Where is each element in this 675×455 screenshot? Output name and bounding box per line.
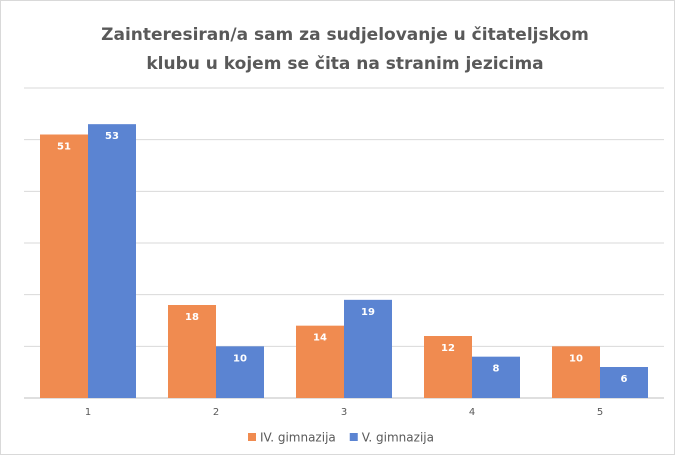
bar bbox=[344, 299, 392, 398]
legend-label: V. gimnazija bbox=[362, 431, 434, 445]
data-label: 12 bbox=[441, 343, 455, 354]
data-label: 53 bbox=[105, 131, 119, 142]
data-label: 14 bbox=[313, 333, 327, 344]
bar bbox=[424, 336, 472, 398]
data-label: 10 bbox=[233, 353, 247, 364]
bar bbox=[168, 305, 216, 398]
data-label: 8 bbox=[493, 364, 500, 375]
legend-swatch bbox=[349, 433, 358, 441]
chart-title: Zainteresiran/a sam za sudjelovanje u či… bbox=[101, 25, 589, 45]
x-tick-label: 3 bbox=[341, 407, 347, 418]
x-tick-label: 4 bbox=[469, 407, 475, 418]
data-label: 6 bbox=[621, 374, 628, 385]
legend-label: IV. gimnazija bbox=[260, 431, 336, 445]
bar bbox=[88, 124, 136, 399]
data-label: 10 bbox=[569, 353, 583, 364]
data-label: 51 bbox=[57, 142, 71, 153]
x-tick-label: 1 bbox=[85, 407, 91, 418]
bar bbox=[600, 367, 648, 398]
legend-swatch bbox=[248, 433, 256, 441]
data-label: 18 bbox=[185, 312, 199, 323]
x-tick-label: 5 bbox=[597, 407, 603, 418]
bar bbox=[552, 346, 600, 398]
bar bbox=[40, 134, 88, 398]
x-tick-label: 2 bbox=[213, 407, 219, 418]
data-label: 19 bbox=[361, 307, 375, 318]
bar bbox=[296, 325, 344, 398]
bar bbox=[216, 346, 264, 398]
chart-title: klubu u kojem se čita na stranim jezicim… bbox=[146, 54, 543, 74]
bar bbox=[472, 356, 520, 398]
